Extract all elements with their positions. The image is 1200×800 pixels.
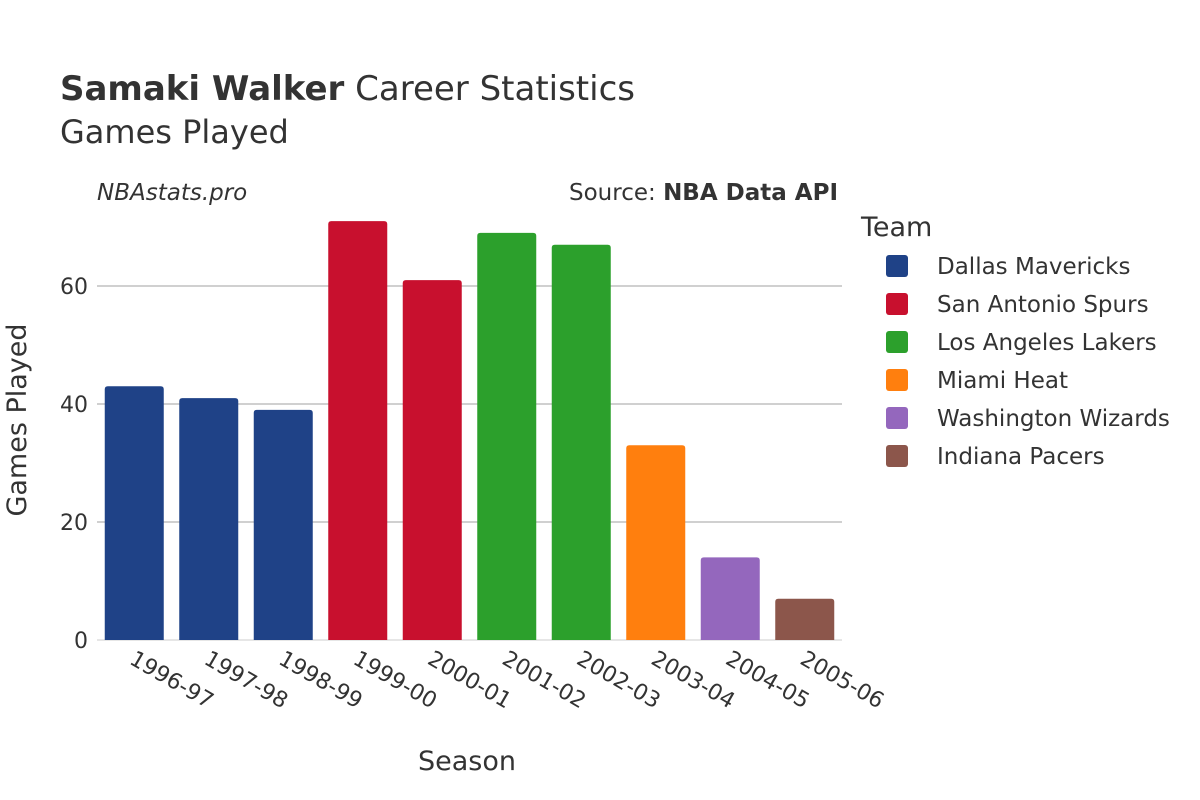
legend-swatch <box>886 255 908 277</box>
bar-2000-01[interactable] <box>402 280 462 640</box>
x-tick-label: 2001-02 <box>498 647 590 715</box>
x-tick-label: 2003-04 <box>647 647 739 715</box>
legend-label: Washington Wizards <box>937 406 1170 432</box>
chart-subtitle: Games Played <box>60 113 289 151</box>
y-tick-label: 20 <box>60 511 88 536</box>
source-name: NBA Data API <box>663 180 838 206</box>
title-rest: Career Statistics <box>344 69 635 109</box>
y-tick-label: 40 <box>60 393 88 418</box>
x-tick-label: 1998-99 <box>274 647 366 715</box>
y-tick-label: 0 <box>74 629 88 654</box>
source-prefix: Source: <box>569 180 663 206</box>
player-name: Samaki Walker <box>60 69 345 109</box>
site-credit: NBAstats.pro <box>97 180 247 206</box>
legend-swatch <box>886 369 908 391</box>
bar-2003-04[interactable] <box>626 445 686 640</box>
legend-label: Los Angeles Lakers <box>937 330 1157 356</box>
legend-item[interactable]: Los Angeles Lakers <box>886 330 1157 356</box>
legend-swatch <box>886 293 908 315</box>
source-credit: Source: NBA Data API <box>569 180 838 206</box>
bar-2005-06[interactable] <box>775 598 835 640</box>
legend-item[interactable]: San Antonio Spurs <box>886 292 1149 318</box>
x-tick-label: 1999-00 <box>349 647 441 715</box>
y-axis-title: Games Played <box>2 323 33 516</box>
legend-title: Team <box>860 212 932 243</box>
x-tick-label: 2002-03 <box>572 647 664 715</box>
legend-swatch <box>886 407 908 429</box>
legend-label: Miami Heat <box>937 368 1068 394</box>
legend-item[interactable]: Miami Heat <box>886 368 1068 394</box>
y-tick-label: 60 <box>60 275 88 300</box>
x-axis-ticks: 1996-971997-981998-991999-002000-012001-… <box>125 647 888 715</box>
x-tick-label: 1996-97 <box>125 647 217 715</box>
x-tick-label: 1997-98 <box>200 647 292 715</box>
chart-title: Samaki Walker Career Statistics <box>60 69 635 109</box>
y-axis-ticks: 0 20 40 60 <box>60 275 88 654</box>
legend-swatch <box>886 331 908 353</box>
legend-item[interactable]: Washington Wizards <box>886 406 1170 432</box>
bar-2004-05[interactable] <box>700 557 760 640</box>
bar-1997-98[interactable] <box>179 398 239 640</box>
legend-label: San Antonio Spurs <box>937 292 1149 318</box>
legend-item[interactable]: Indiana Pacers <box>886 444 1105 470</box>
legend-swatch <box>886 445 908 467</box>
bar-2001-02[interactable] <box>477 232 537 640</box>
bars <box>104 221 835 640</box>
legend-label: Indiana Pacers <box>937 444 1105 470</box>
bar-1998-99[interactable] <box>253 409 313 640</box>
bar-1999-00[interactable] <box>328 221 388 640</box>
legend-item[interactable]: Dallas Mavericks <box>886 254 1130 280</box>
bar-2002-03[interactable] <box>551 244 611 640</box>
x-axis-title: Season <box>418 746 516 777</box>
x-tick-label: 2000-01 <box>423 647 515 715</box>
legend: Team Dallas Mavericks San Antonio Spurs Lo… <box>860 212 1170 470</box>
legend-label: Dallas Mavericks <box>937 254 1130 280</box>
x-tick-label: 2004-05 <box>721 647 813 715</box>
x-tick-label: 2005-06 <box>796 647 888 715</box>
bar-1996-97[interactable] <box>104 386 164 640</box>
